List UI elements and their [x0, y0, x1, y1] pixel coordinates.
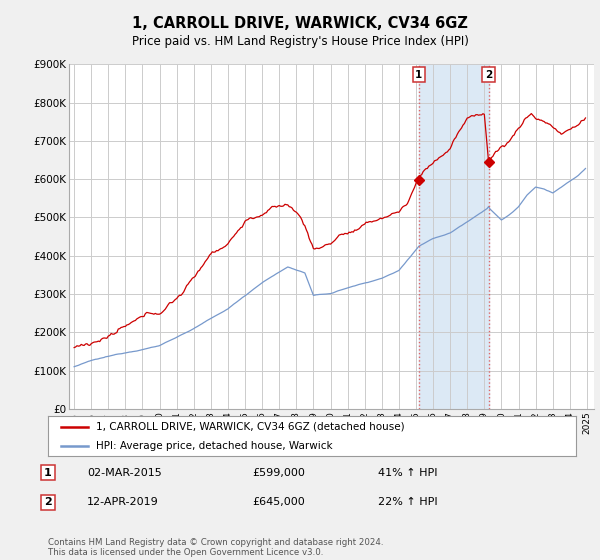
- Text: 1: 1: [44, 468, 52, 478]
- Text: £645,000: £645,000: [252, 497, 305, 507]
- Text: 2: 2: [485, 69, 492, 80]
- Text: HPI: Average price, detached house, Warwick: HPI: Average price, detached house, Warw…: [95, 441, 332, 450]
- Text: £599,000: £599,000: [252, 468, 305, 478]
- Text: Contains HM Land Registry data © Crown copyright and database right 2024.
This d: Contains HM Land Registry data © Crown c…: [48, 538, 383, 557]
- Text: 2: 2: [44, 497, 52, 507]
- Text: 41% ↑ HPI: 41% ↑ HPI: [378, 468, 437, 478]
- Text: 22% ↑ HPI: 22% ↑ HPI: [378, 497, 437, 507]
- Text: 1, CARROLL DRIVE, WARWICK, CV34 6GZ: 1, CARROLL DRIVE, WARWICK, CV34 6GZ: [132, 16, 468, 31]
- Text: 02-MAR-2015: 02-MAR-2015: [87, 468, 162, 478]
- Text: Price paid vs. HM Land Registry's House Price Index (HPI): Price paid vs. HM Land Registry's House …: [131, 35, 469, 48]
- Text: 1: 1: [415, 69, 422, 80]
- Text: 12-APR-2019: 12-APR-2019: [87, 497, 159, 507]
- Bar: [419, 64, 488, 409]
- Text: 1, CARROLL DRIVE, WARWICK, CV34 6GZ (detached house): 1, CARROLL DRIVE, WARWICK, CV34 6GZ (det…: [95, 422, 404, 432]
